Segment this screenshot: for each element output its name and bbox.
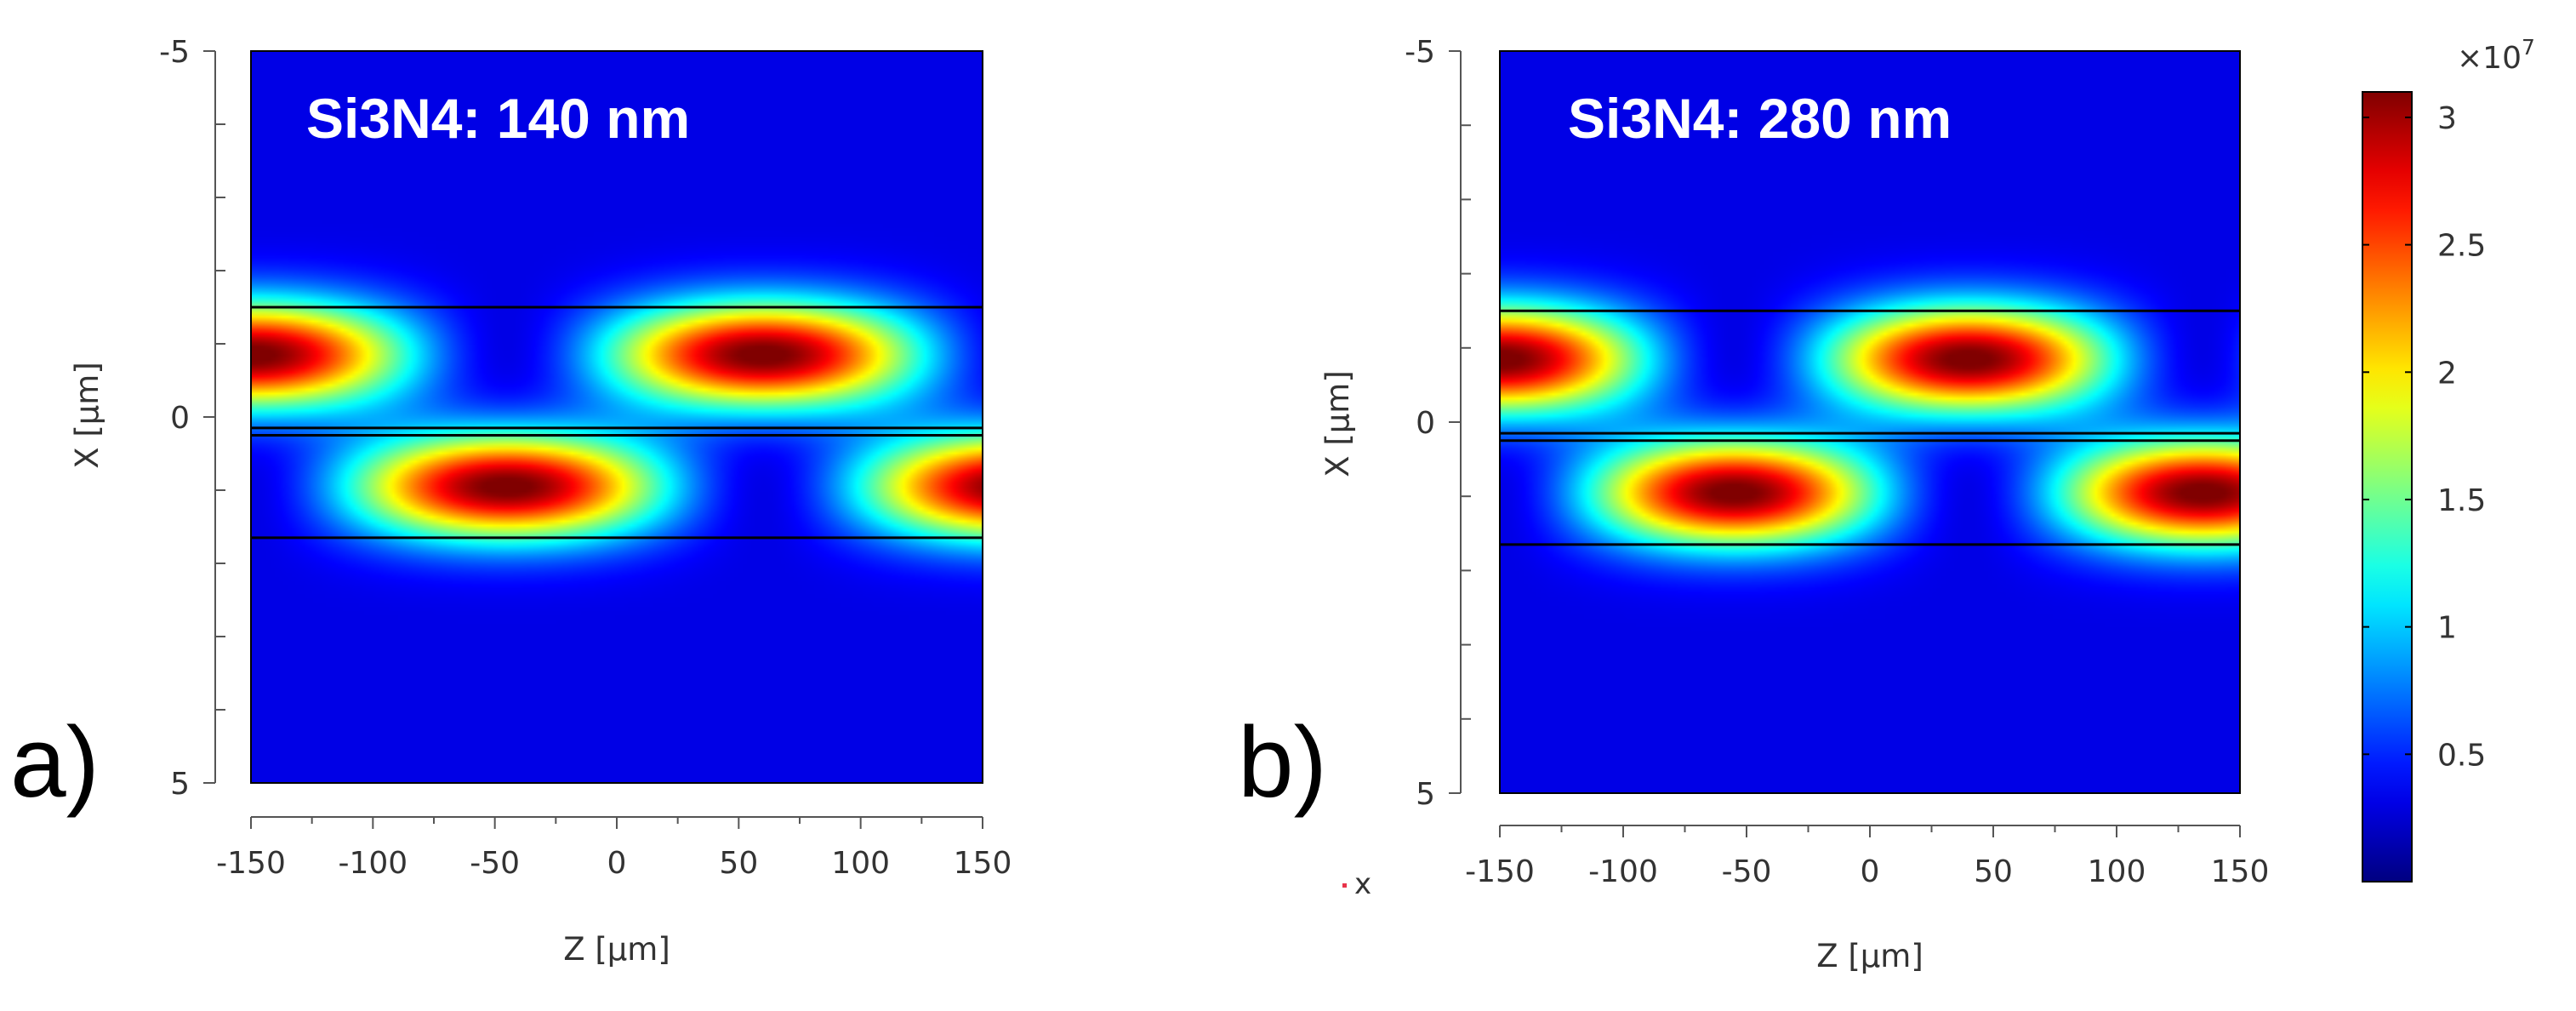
colorbar-tick-label: 1.5 <box>2437 483 2486 518</box>
x-tick-label: 100 <box>831 846 890 881</box>
field-heatmap-b <box>1500 51 2240 793</box>
field-image <box>1500 51 2240 793</box>
colorbar-multiplier: ×107 <box>2457 35 2535 76</box>
panel-title-b: Si3N4: 280 nm <box>1568 87 1952 150</box>
colorbar-multiplier-exponent: 7 <box>2522 35 2535 60</box>
interface-lines-b <box>1500 309 2240 546</box>
colorbar-tick-label: 0.5 <box>2437 738 2486 773</box>
x-tick-label: -50 <box>470 846 520 881</box>
plot-frame-b <box>1499 50 2241 794</box>
x-tick-label: -50 <box>1722 854 1772 889</box>
colorbar-ticks: 0.5 1 1.5 2 2.5 3 <box>2362 101 2486 773</box>
interface-lines-a <box>251 306 983 540</box>
x-tick-label: -100 <box>1588 854 1658 889</box>
colorbar-tick-label: 2 <box>2437 356 2457 391</box>
y-tick-label: -5 <box>159 35 190 70</box>
y-tick-label: 5 <box>1416 777 1435 812</box>
field-heatmap-a <box>251 51 983 783</box>
x-axis-label-b: Z [µm] <box>1816 938 1923 974</box>
stray-x-mark: x <box>1354 867 1371 901</box>
y-tick-label: 5 <box>170 767 190 802</box>
colorbar: 0.5 1 1.5 2 2.5 3 ×107 <box>2362 35 2535 882</box>
x-tick-label: 150 <box>2211 854 2270 889</box>
panel-title-a: Si3N4: 140 nm <box>306 87 690 150</box>
plot-frame-a <box>250 50 983 784</box>
colorbar-tick-label: 2.5 <box>2437 229 2486 264</box>
colorbar-multiplier-base: ×10 <box>2457 41 2522 76</box>
x-axis-label-a: Z [µm] <box>563 931 670 968</box>
x-tick-label: 50 <box>1974 854 2013 889</box>
axes-b: -150 -100 -50 0 50 100 150-505 <box>1405 35 2269 889</box>
y-tick-label: -5 <box>1405 35 1435 70</box>
y-tick-label: 0 <box>170 401 190 436</box>
colorbar-tick-label: 1 <box>2437 611 2457 646</box>
axes-a: -150 -100 -50 0 50 100 150-505 <box>159 35 1012 881</box>
x-tick-label: 50 <box>719 846 758 881</box>
panel-label-b: b) <box>1238 706 1327 819</box>
x-tick-label: 150 <box>954 846 1012 881</box>
x-tick-label: 0 <box>607 846 627 881</box>
y-tick-label: 0 <box>1416 406 1435 441</box>
panel-a: -150 -100 -50 0 50 100 150-505 Si3N4: 140 nm a… <box>10 35 1012 968</box>
panel-b: -150 -100 -50 0 50 100 150-505 Si3N4: 280 nm b… <box>1238 35 2269 974</box>
x-tick-label: -150 <box>1465 854 1535 889</box>
stray-dot <box>1342 883 1347 888</box>
y-axis-label-a: X [µm] <box>69 362 105 469</box>
colorbar-tick-label: 3 <box>2437 101 2457 136</box>
x-tick-label: 0 <box>1861 854 1880 889</box>
x-tick-label: -150 <box>216 846 286 881</box>
panel-label-a: a) <box>10 706 100 819</box>
x-tick-label: -100 <box>338 846 407 881</box>
y-axis-label-b: X [µm] <box>1319 370 1356 477</box>
colorbar-gradient <box>2362 91 2413 882</box>
field-image <box>251 51 983 783</box>
x-tick-label: 100 <box>2088 854 2146 889</box>
